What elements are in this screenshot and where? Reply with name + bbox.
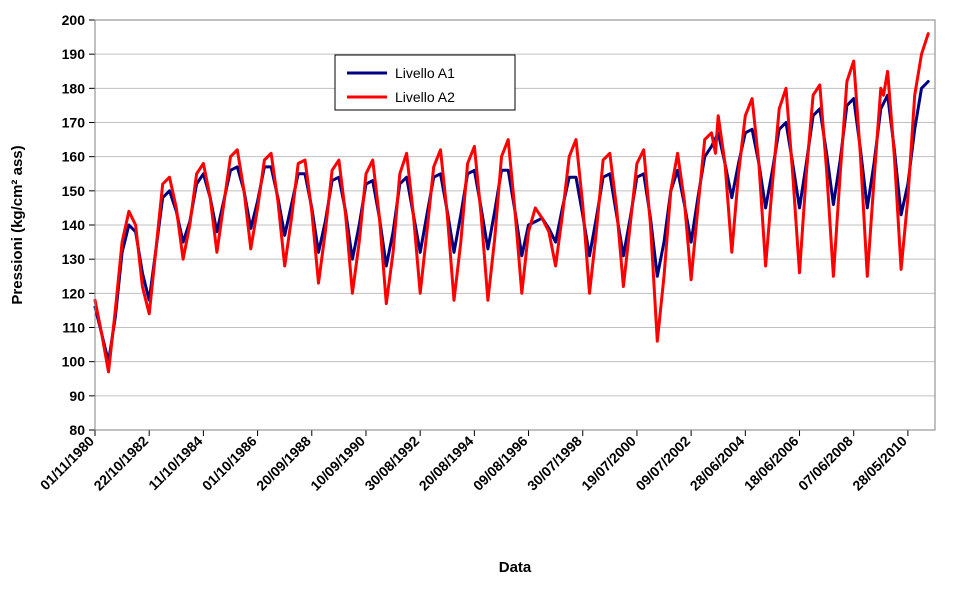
svg-text:Livello A2: Livello A2 (395, 89, 455, 105)
svg-text:110: 110 (62, 320, 85, 336)
svg-text:90: 90 (69, 388, 85, 404)
svg-text:09/07/2002: 09/07/2002 (632, 433, 693, 494)
svg-text:09/08/1996: 09/08/1996 (470, 433, 531, 494)
svg-text:120: 120 (62, 285, 86, 301)
chart-svg: 809010011012013014015016017018019020001/… (0, 0, 967, 590)
svg-text:30/08/1992: 30/08/1992 (361, 433, 422, 494)
svg-text:160: 160 (62, 149, 86, 165)
svg-text:190: 190 (62, 46, 86, 62)
svg-text:150: 150 (62, 183, 86, 199)
svg-text:28/05/2010: 28/05/2010 (849, 433, 910, 494)
svg-text:180: 180 (62, 80, 86, 96)
svg-text:20/08/1994: 20/08/1994 (416, 433, 477, 494)
svg-text:140: 140 (62, 217, 86, 233)
svg-text:18/06/2006: 18/06/2006 (741, 433, 802, 494)
svg-text:100: 100 (62, 354, 86, 370)
svg-text:19/07/2000: 19/07/2000 (578, 433, 639, 494)
svg-text:30/07/1998: 30/07/1998 (524, 433, 585, 494)
svg-text:01/11/1980: 01/11/1980 (37, 433, 97, 493)
svg-text:10/09/1990: 10/09/1990 (307, 433, 368, 494)
svg-text:Data: Data (499, 559, 532, 576)
svg-text:130: 130 (62, 251, 86, 267)
pressure-time-series-chart: 809010011012013014015016017018019020001/… (0, 0, 967, 590)
svg-text:28/06/2004: 28/06/2004 (687, 433, 748, 494)
svg-text:Livello A1: Livello A1 (395, 65, 455, 81)
svg-text:170: 170 (62, 115, 86, 131)
svg-text:22/10/1982: 22/10/1982 (90, 433, 151, 494)
svg-text:20/09/1988: 20/09/1988 (253, 433, 314, 494)
svg-text:11/10/1984: 11/10/1984 (145, 433, 205, 493)
svg-text:200: 200 (62, 12, 86, 28)
svg-text:01/10/1986: 01/10/1986 (199, 433, 260, 494)
svg-text:Pressioni (kg/cm² ass): Pressioni (kg/cm² ass) (9, 145, 26, 304)
svg-text:07/06/2008: 07/06/2008 (795, 433, 856, 494)
